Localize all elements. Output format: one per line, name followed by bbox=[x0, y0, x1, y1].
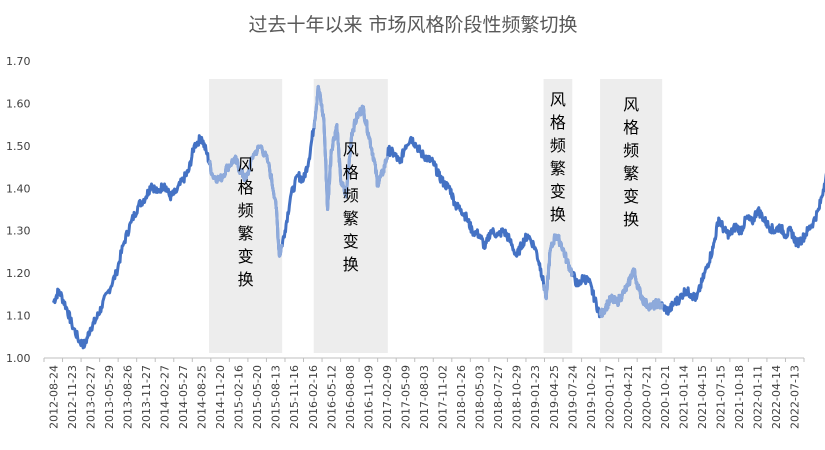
x-tick-label-5: 2013-11-27 bbox=[140, 365, 153, 429]
annotation-2-char-1: 格 bbox=[343, 163, 359, 182]
x-tick-label-15: 2016-05-12 bbox=[325, 365, 338, 429]
annotation-4-char-3: 繁 bbox=[623, 164, 639, 183]
annotation-4-char-0: 风 bbox=[623, 95, 639, 114]
x-tick-label-38: 2022-01-11 bbox=[752, 365, 765, 429]
x-tick-label-39: 2022-04-14 bbox=[770, 365, 783, 429]
x-tick-label-4: 2013-08-26 bbox=[121, 365, 134, 429]
y-axis: 1.00 1.10 1.20 1.30 1.40 1.50 1.60 1.70 bbox=[6, 55, 31, 365]
x-tick-label-11: 2015-05-20 bbox=[251, 365, 264, 429]
highlight-period-2 bbox=[313, 79, 388, 353]
annotation-3-char-0: 风 bbox=[550, 90, 566, 109]
x-tick-label-24: 2018-07-27 bbox=[492, 365, 505, 429]
x-tick-label-8: 2014-08-25 bbox=[196, 365, 209, 429]
y-tick-label-1: 1.10 bbox=[6, 310, 31, 323]
x-tick-label-31: 2020-04-21 bbox=[622, 365, 635, 429]
annotation-1-char-3: 繁 bbox=[238, 224, 254, 243]
x-tick-label-22: 2018-01-26 bbox=[455, 365, 468, 429]
x-tick-label-30: 2020-01-17 bbox=[603, 365, 616, 429]
y-tick-label-5: 1.50 bbox=[6, 140, 31, 153]
annotation-4-char-1: 格 bbox=[623, 118, 639, 137]
y-tick-label-3: 1.30 bbox=[6, 225, 31, 238]
x-tick-label-34: 2021-01-14 bbox=[678, 365, 691, 429]
annotation-2-char-5: 换 bbox=[343, 255, 359, 274]
highlight-period-1 bbox=[208, 79, 283, 353]
highlight-periods bbox=[208, 79, 663, 353]
x-tick-label-14: 2016-02-16 bbox=[307, 365, 320, 429]
annotation-3-char-5: 换 bbox=[550, 205, 566, 224]
annotation-1-char-4: 变 bbox=[238, 247, 254, 266]
x-tick-label-23: 2018-05-03 bbox=[474, 365, 487, 429]
annotation-3-char-1: 格 bbox=[550, 113, 566, 132]
x-tick-label-12: 2015-08-13 bbox=[270, 365, 283, 429]
x-tick-label-6: 2014-02-27 bbox=[158, 365, 171, 429]
series-line-main bbox=[51, 85, 825, 350]
x-tick-label-25: 2018-10-29 bbox=[511, 365, 524, 429]
annotation-4-char-5: 换 bbox=[623, 210, 639, 229]
annotation-2-char-0: 风 bbox=[343, 140, 359, 159]
x-tick-label-36: 2021-07-15 bbox=[715, 365, 728, 429]
x-tick-label-32: 2020-07-21 bbox=[640, 365, 653, 429]
annotation-2-char-3: 繁 bbox=[343, 209, 359, 228]
annotation-1-char-1: 格 bbox=[238, 178, 254, 197]
x-tick-label-3: 2013-05-29 bbox=[103, 365, 116, 429]
x-tick-label-13: 2015-11-16 bbox=[288, 365, 301, 429]
annotation-2-char-4: 变 bbox=[343, 232, 359, 251]
annotation-1-char-0: 风 bbox=[238, 155, 254, 174]
x-tick-label-10: 2015-02-16 bbox=[233, 365, 246, 429]
x-tick-label-28: 2019-07-24 bbox=[566, 365, 579, 429]
x-tick-label-35: 2021-04-15 bbox=[696, 365, 709, 429]
y-tick-label-0: 1.00 bbox=[6, 352, 31, 365]
x-tick-label-1: 2012-11-23 bbox=[66, 365, 79, 429]
series-line-highlight-3 bbox=[542, 233, 574, 301]
annotation-4-char-4: 变 bbox=[623, 187, 639, 206]
annotation-3-char-2: 频 bbox=[550, 136, 566, 155]
x-tick-label-2: 2013-02-27 bbox=[84, 365, 97, 429]
x-tick-label-16: 2016-08-08 bbox=[344, 365, 357, 429]
x-tick-label-18: 2017-02-09 bbox=[381, 365, 394, 429]
y-tick-label-2: 1.20 bbox=[6, 267, 31, 280]
x-axis: 2012-08-24 2012-11-23 2013-02-27 2013-05-29… bbox=[43, 357, 805, 429]
x-tick-label-37: 2021-10-18 bbox=[733, 365, 746, 429]
x-tick-label-33: 2020-10-21 bbox=[659, 365, 672, 429]
annotation-3-char-3: 繁 bbox=[550, 159, 566, 178]
chart-title: 过去十年以来 市场风格阶段性频繁切换 bbox=[248, 14, 577, 36]
annotation-1-char-2: 频 bbox=[238, 201, 254, 220]
series-line-highlight-1 bbox=[207, 144, 284, 258]
annotation-3-char-4: 变 bbox=[550, 182, 566, 201]
x-tick-label-21: 2017-11-02 bbox=[437, 365, 450, 429]
x-tick-label-17: 2016-11-09 bbox=[362, 365, 375, 429]
annotation-4-char-2: 频 bbox=[623, 141, 639, 160]
annotation-2-char-2: 频 bbox=[343, 186, 359, 205]
y-tick-label-4: 1.40 bbox=[6, 182, 31, 195]
series-line-highlight-4 bbox=[598, 267, 664, 318]
x-tick-label-20: 2017-08-03 bbox=[418, 365, 431, 429]
x-tick-label-9: 2014-11-20 bbox=[214, 365, 227, 429]
x-tick-label-19: 2017-05-09 bbox=[399, 365, 412, 429]
x-tick-label-27: 2019-04-25 bbox=[548, 365, 561, 429]
x-tick-label-7: 2014-05-27 bbox=[177, 365, 190, 429]
y-tick-label-7: 1.70 bbox=[6, 55, 31, 68]
series-lines bbox=[51, 85, 825, 350]
highlight-period-3 bbox=[543, 79, 573, 353]
y-tick-label-6: 1.60 bbox=[6, 97, 31, 110]
x-tick-label-40: 2022-07-13 bbox=[789, 365, 802, 429]
x-tick-label-0: 2012-08-24 bbox=[47, 365, 60, 429]
annotations: 风格频繁变换风格频繁变换风格频繁变换风格频繁变换风格频繁变换 bbox=[238, 90, 640, 289]
x-tick-label-26: 2019-01-23 bbox=[529, 365, 542, 429]
x-tick-label-29: 2019-10-22 bbox=[585, 365, 598, 429]
annotation-1-char-5: 换 bbox=[238, 270, 254, 289]
series-line-highlight-2 bbox=[312, 85, 390, 211]
